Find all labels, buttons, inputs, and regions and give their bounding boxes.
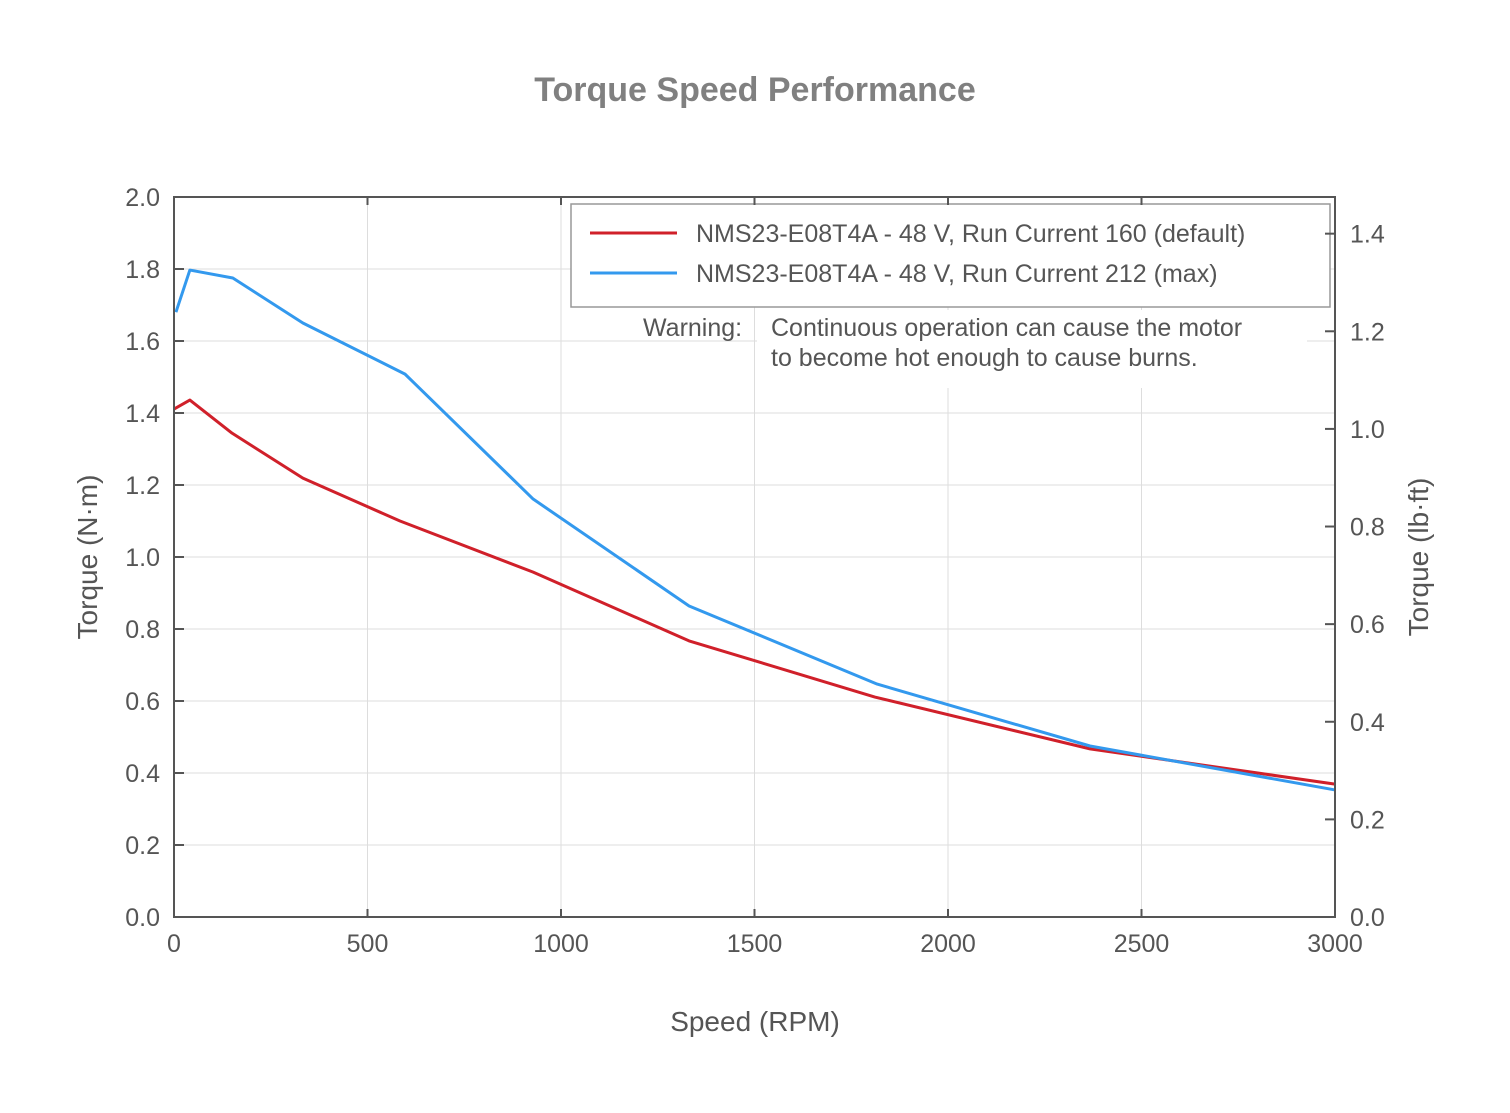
y-tick-label-right: 0.6	[1350, 611, 1385, 639]
y-tick-label: 1.2	[125, 472, 160, 500]
x-tick-label: 2500	[1114, 930, 1170, 958]
y-tick-label-right: 0.2	[1350, 806, 1385, 834]
y-tick-label: 0.0	[125, 904, 160, 932]
warning-background	[757, 310, 1307, 388]
warning-line-2: to become hot enough to cause burns.	[771, 344, 1198, 372]
y-tick-label: 1.6	[125, 328, 160, 356]
legend: NMS23-E08T4A - 48 V, Run Current 160 (de…	[570, 203, 1331, 308]
warning-line-1: Continuous operation can cause the motor	[771, 314, 1242, 342]
y-tick-label-right: 1.4	[1350, 221, 1385, 249]
y-tick-label: 0.6	[125, 688, 160, 716]
y-tick-label: 0.8	[125, 616, 160, 644]
legend-label-default: NMS23-E08T4A - 48 V, Run Current 160 (de…	[696, 220, 1245, 248]
ticks: 0 500 1000 1500 2000 2500 30000.00.20.40.60.81…	[125, 184, 1385, 958]
y-tick-label: 0.4	[125, 760, 160, 788]
y-tick-label: 2.0	[125, 184, 160, 212]
x-tick-label: 500	[347, 930, 389, 958]
y-tick-label: 1.0	[125, 544, 160, 572]
y-axis-label: Torque (N·m)	[72, 475, 103, 640]
series-lines	[173, 268, 1336, 792]
y-tick-label-right: 0.0	[1350, 904, 1385, 932]
y-tick-label-right: 0.4	[1350, 709, 1385, 737]
x-axis-label: Speed (RPM)	[670, 1006, 840, 1037]
x-tick-label: 1000	[533, 930, 589, 958]
legend-label-max: NMS23-E08T4A - 48 V, Run Current 212 (ma…	[696, 260, 1218, 288]
series-line-1	[174, 268, 1336, 792]
x-tick-label: 3000	[1307, 930, 1363, 958]
chart-title: Torque Speed Performance	[534, 71, 976, 109]
y-tick-label-right: 1.2	[1350, 318, 1385, 346]
x-tick-label: 0	[167, 930, 181, 958]
legend-box	[570, 203, 1331, 308]
y-tick-label: 1.4	[125, 400, 160, 428]
y-tick-label: 0.2	[125, 832, 160, 860]
x-tick-label: 2000	[920, 930, 976, 958]
x-tick-label: 1500	[727, 930, 783, 958]
y-tick-label-right: 1.0	[1350, 416, 1385, 444]
y-tick-label-right: 0.8	[1350, 514, 1385, 542]
warning-label: Warning:	[643, 314, 742, 342]
y-tick-label: 1.8	[125, 256, 160, 284]
series-line-0	[173, 398, 1336, 786]
y-axis-label-right: Torque (lb·ft)	[1403, 478, 1434, 637]
